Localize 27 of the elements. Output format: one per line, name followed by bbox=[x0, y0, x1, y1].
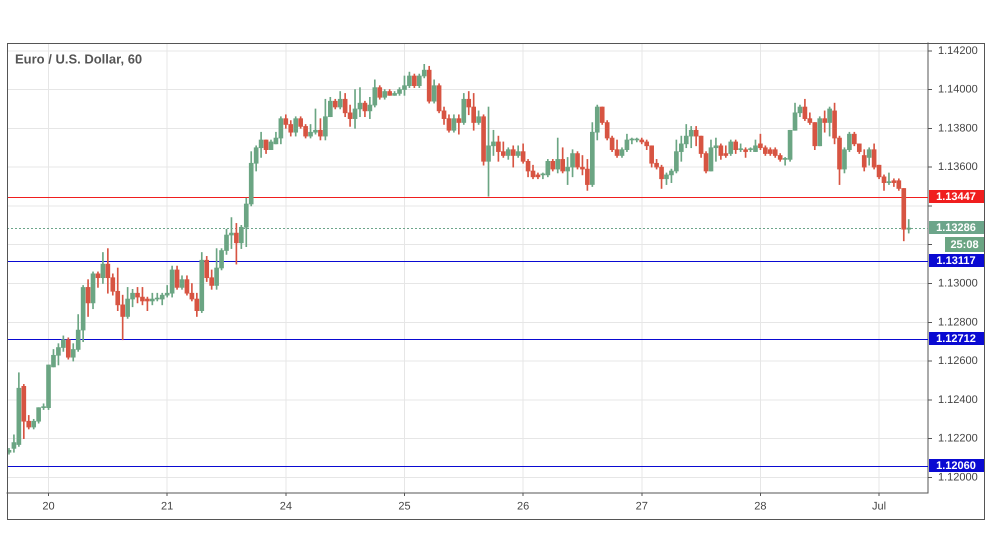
ref-line-label: 1.13286 bbox=[936, 222, 976, 234]
x-tick-label: 27 bbox=[636, 500, 648, 513]
y-tick-label: 1.14200 bbox=[938, 44, 978, 57]
ref-line-label: 1.12060 bbox=[936, 460, 976, 472]
x-tick-label: 24 bbox=[280, 500, 292, 513]
y-tick-label: 1.12600 bbox=[938, 355, 978, 368]
y-tick-label: 1.14000 bbox=[938, 84, 978, 96]
ref-line-label: 1.13117 bbox=[936, 255, 976, 268]
y-tick-label: 1.12400 bbox=[938, 394, 978, 406]
y-tick-label: 1.12800 bbox=[938, 316, 978, 328]
x-tick-label: 26 bbox=[516, 500, 530, 513]
text: Euro / U.S. Dollar, 60 bbox=[15, 52, 142, 67]
x-tick-label: 21 bbox=[161, 500, 174, 513]
x-tick-label: 20 bbox=[42, 500, 55, 513]
y-tick-label: 1.13800 bbox=[938, 122, 978, 134]
x-tick-label: 25 bbox=[398, 500, 411, 513]
y-tick-label: 1.12000 bbox=[938, 472, 978, 484]
y-tick-label: 1.13600 bbox=[938, 161, 978, 174]
x-tick-label: Jul bbox=[872, 500, 886, 513]
ref-line-label: 1.12712 bbox=[936, 333, 976, 346]
ref-line-label: 1.13447 bbox=[936, 191, 976, 204]
y-tick-label: 1.12200 bbox=[938, 432, 978, 445]
candlestick bbox=[886, 172, 892, 185]
x-tick-label: 28 bbox=[754, 500, 767, 513]
text: 25:08 bbox=[950, 239, 979, 252]
candlestick bbox=[743, 147, 748, 158]
y-tick-label: 1.13000 bbox=[938, 278, 978, 290]
